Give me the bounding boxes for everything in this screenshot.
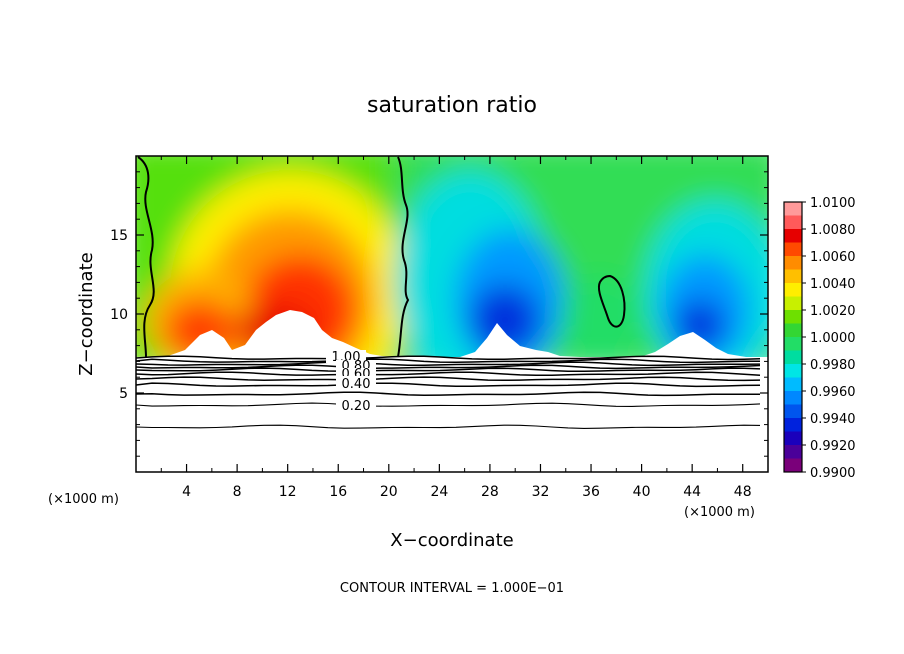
colorbar-swatch: [784, 377, 802, 392]
x-tick-label: 28: [481, 484, 499, 500]
contour-labels: 1.00 0.80 0.60 0.40 0.20: [326, 350, 376, 414]
contour-line: [135, 376, 761, 382]
colorbar-label: 0.9900: [810, 466, 856, 481]
colorbar-swatch: [784, 296, 802, 311]
x-tick-label: 36: [582, 484, 600, 500]
x-tick-label: 8: [233, 484, 242, 500]
contour-line: [137, 156, 155, 358]
x-tick-label: 12: [279, 484, 297, 500]
y-tick-label: 5: [119, 386, 128, 402]
colorbar-label: 1.0000: [810, 331, 856, 346]
colorbar-swatch: [784, 431, 802, 446]
colorbar-swatch: [784, 269, 802, 284]
x-tick-label: 44: [683, 484, 701, 500]
contour-lines-lower: [135, 355, 761, 429]
contour-line: [135, 424, 761, 429]
colorbar-swatch: [784, 418, 802, 432]
x-tick-label: 20: [380, 484, 398, 500]
contour-line: [135, 371, 761, 377]
terrain-mask: [136, 310, 768, 472]
x-tick-label: 4: [182, 484, 191, 500]
colorbar-labels: 1.0100 1.0080 1.0060 1.0040 1.0020 1.0000 0.99…: [802, 196, 856, 481]
colorbar-swatch: [784, 242, 802, 257]
contour-line: [135, 364, 761, 370]
colorbar-label: 0.9920: [810, 439, 856, 454]
contour-line: [135, 361, 761, 367]
contour-label: 0.40: [342, 377, 371, 392]
x-tick-label: 16: [329, 484, 347, 500]
colorbar-swatch: [784, 350, 802, 365]
contour-line: [135, 355, 761, 361]
colorbar-label: 1.0020: [810, 304, 856, 319]
y-axis: 5 10 15: [110, 171, 768, 457]
contour-line: [135, 382, 761, 388]
contour-line: [598, 274, 626, 328]
colorbar-swatch: [784, 323, 802, 338]
colorbar-label: 0.9960: [810, 385, 856, 400]
x-tick-label: 32: [532, 484, 550, 500]
colorbar-swatch: [784, 283, 802, 297]
contour-line: [135, 391, 760, 397]
x-tick-label: 24: [430, 484, 448, 500]
colorbar: [783, 201, 803, 473]
colorbar-swatch: [784, 458, 802, 473]
y-axis-label: Z−coordinate: [76, 252, 97, 375]
plot-area: [136, 156, 768, 472]
colorbar-swatch: [784, 215, 802, 230]
colorbar-swatch: [784, 364, 802, 378]
colorbar-swatch: [784, 391, 802, 405]
colorbar-swatch: [784, 310, 802, 324]
colorbar-label: 1.0080: [810, 223, 856, 238]
colorbar-swatch: [784, 229, 802, 243]
contour-line: [135, 402, 761, 407]
y-tick-label: 10: [110, 307, 128, 323]
x-axis: 4 8 12 16 20 24 28 32 36 40 44 48: [160, 156, 752, 500]
x-unit-left: (×1000 m): [48, 492, 119, 507]
colorbar-label: 1.0060: [810, 250, 856, 265]
colorbar-label: 1.0100: [810, 196, 856, 211]
x-unit-right: (×1000 m): [684, 505, 755, 520]
contour-line: [135, 358, 761, 364]
x-tick-label: 40: [633, 484, 651, 500]
contour-line: [135, 367, 761, 373]
colorbar-label: 1.0040: [810, 277, 856, 292]
colorbar-swatch: [784, 202, 802, 216]
x-axis-label: X−coordinate: [390, 530, 513, 551]
y-tick-label: 15: [110, 228, 128, 244]
colorbar-swatch: [784, 256, 802, 270]
colorbar-swatch: [784, 337, 802, 351]
colorbar-swatch: [784, 445, 802, 459]
chart-title: saturation ratio: [367, 93, 537, 118]
colorbar-label: 0.9940: [810, 412, 856, 427]
contour-interval-note: CONTOUR INTERVAL = 1.000E−01: [340, 581, 564, 596]
contour-line: [397, 156, 410, 358]
x-tick-label: 48: [734, 484, 752, 500]
colorbar-label: 0.9980: [810, 358, 856, 373]
contour-label: 0.20: [342, 399, 371, 414]
colorbar-swatch: [784, 404, 802, 419]
